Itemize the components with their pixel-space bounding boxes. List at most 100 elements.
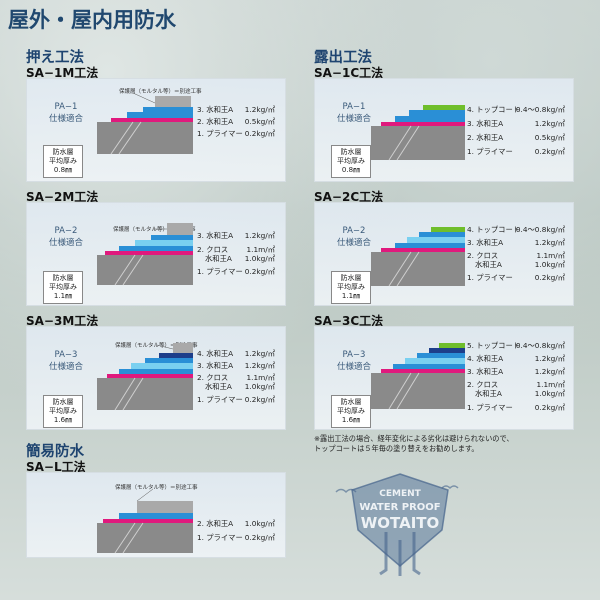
layer-value: 1.1m/㎡	[246, 245, 275, 254]
layer-label: 2. クロス	[467, 251, 499, 260]
layer-value: 0.2kg/㎡	[244, 395, 275, 404]
layer-diagram-sa2m	[97, 223, 193, 286]
layer-value: 1.0kg/㎡	[534, 389, 565, 398]
panel-sa3c: PA−3 仕様適合 防水層 平均厚み 1.6㎜ 5. トップコート 0.4〜0.8kg…	[314, 326, 574, 430]
layer-label: 2. クロス	[197, 373, 229, 382]
layer-value: 1.0kg/㎡	[534, 260, 565, 269]
layer-label: 1. プライマー	[197, 267, 243, 276]
logo-line-2: WATER PROOF	[359, 502, 440, 513]
layer-value: 1.2kg/㎡	[244, 231, 275, 240]
layer-label: 1. プライマー	[467, 147, 513, 156]
section-simple-title: 簡易防水	[26, 444, 84, 460]
layer-value: 0.2kg/㎡	[534, 273, 565, 282]
layer-diagram-sa1m	[97, 92, 193, 155]
layer-diagram-sa3c	[371, 343, 465, 410]
panel-sa3m: PA−3 仕様適合 防水層 平均厚み 1.6㎜ 保護層（モルタル等）＝別途工事 4. …	[26, 326, 286, 430]
mortar-note-sa1m: 保護層（モルタル等）＝別途工事	[119, 89, 202, 95]
spec-sa1c: PA−1 仕様適合	[336, 102, 371, 124]
layer-label: 3. 水和王A	[197, 231, 234, 240]
panel-sa2c: PA−2 仕様適合 防水層 平均厚み 1.1㎜ 4. トップコート 0.4〜0.8kg…	[314, 202, 574, 306]
layer-label: 2. クロス	[467, 380, 499, 389]
layer-value: 1.1m/㎡	[246, 373, 275, 382]
mortar-note-sal: 保護層（モルタル等）＝別途工事	[115, 485, 198, 491]
note-line-1: ※露出工法の場合、経年変化による劣化は避けられないので、	[314, 434, 514, 443]
layer-value: 1.2kg/㎡	[534, 367, 565, 376]
layer-label: 1. プライマー	[197, 533, 243, 542]
layer-diagram-sa2c	[371, 227, 465, 287]
layer-value: 0.2kg/㎡	[534, 403, 565, 412]
mortar-note-sa2m: 保護層（モルタル等）＝別途工事	[113, 227, 196, 233]
layer-label: 1. プライマー	[467, 273, 513, 282]
layer-label: 4. トップコート	[467, 225, 521, 234]
thickness-sa1c: 防水層 平均厚み 0.8㎜	[331, 145, 371, 178]
layer-value: 1.0kg/㎡	[244, 519, 275, 528]
layer-diagram-sa3m	[97, 343, 193, 411]
thickness-sa3c: 防水層 平均厚み 1.6㎜	[331, 395, 371, 428]
logo-line-3: WOTAITO	[361, 514, 440, 532]
panel-sa1c: PA−1 仕様適合 防水層 平均厚み 0.8㎜ 4. トップコート 0.4〜0.8kg…	[314, 78, 574, 182]
layer-label: 2. 水和王A	[197, 519, 234, 528]
layer-label: 2. 水和王A	[467, 133, 504, 142]
section-press-title: 押え工法	[26, 50, 84, 66]
layer-value: 0.4〜0.8kg/㎡	[515, 105, 565, 114]
panel-sal: 保護層（モルタル等）＝別途工事 2. 水和王A 1.0kg/㎡ 1. プライマー…	[26, 472, 286, 558]
panel-sa2m: PA−2 仕様適合 防水層 平均厚み 1.1㎜ 保護層（モルタル等）＝別途工事 3. …	[26, 202, 286, 306]
spec-sa3c: PA−3 仕様適合	[336, 350, 371, 372]
layer-value: 0.4〜0.8kg/㎡	[515, 225, 565, 234]
thickness-sa1m: 防水層 平均厚み 0.8㎜	[43, 145, 83, 178]
layer-label: 水和王A	[475, 260, 502, 269]
mortar-note-sa3m: 保護層（モルタル等）＝別途工事	[115, 343, 198, 349]
spec-sa2m: PA−2 仕様適合	[48, 226, 83, 248]
layer-label: 5. トップコート	[467, 341, 521, 350]
wotaito-logo: CEMENT WATER PROOF WOTAITO	[335, 473, 459, 576]
layer-value: 0.5kg/㎡	[244, 117, 275, 126]
title-sa1m: SA−1M工法	[26, 66, 99, 80]
thickness-sa3m: 防水層 平均厚み 1.6㎜	[43, 395, 83, 428]
title-sa2m: SA−2M工法	[26, 190, 99, 204]
layer-diagram-sa1c	[371, 105, 465, 161]
spec-sa1m: PA−1 仕様適合	[48, 102, 83, 124]
layer-value: 1.1m/㎡	[536, 251, 565, 260]
layer-value: 1.0kg/㎡	[244, 254, 275, 263]
section-exposed-title: 露出工法	[314, 50, 372, 66]
layer-value: 0.2kg/㎡	[244, 129, 275, 138]
page-title: 屋外・屋内用防水	[8, 7, 176, 32]
title-sa3m: SA−3M工法	[26, 314, 99, 328]
layer-label: 4. 水和王A	[467, 354, 504, 363]
layer-value: 1.2kg/㎡	[534, 238, 565, 247]
title-sa2c: SA−2C工法	[314, 190, 384, 204]
title-sal: SA−L工法	[26, 460, 86, 474]
layer-label: 4. 水和王A	[197, 349, 234, 358]
title-sa3c: SA−3C工法	[314, 314, 384, 328]
layer-label: 3. 水和王A	[467, 119, 504, 128]
layer-value: 0.2kg/㎡	[534, 147, 565, 156]
layer-value: 1.2kg/㎡	[534, 119, 565, 128]
layer-label: 3. 水和王A	[467, 367, 504, 376]
layer-value: 0.2kg/㎡	[244, 533, 275, 542]
layer-label: 3. 水和王A	[197, 105, 234, 114]
spec-sa3m: PA−3 仕様適合	[48, 350, 83, 372]
layer-value: 0.5kg/㎡	[534, 133, 565, 142]
spec-sa2c: PA−2 仕様適合	[336, 226, 371, 248]
layer-value: 1.2kg/㎡	[534, 354, 565, 363]
layer-value: 0.4〜0.8kg/㎡	[515, 341, 565, 350]
thickness-sa2c: 防水層 平均厚み 1.1㎜	[331, 271, 371, 304]
layer-label: 1. プライマー	[467, 403, 513, 412]
layer-label: 2. 水和王A	[197, 117, 234, 126]
layer-value: 1.2kg/㎡	[244, 361, 275, 370]
layer-label: 水和王A	[205, 254, 232, 263]
layer-label: 2. クロス	[197, 245, 229, 254]
layer-value: 1.1m/㎡	[536, 380, 565, 389]
layer-label: 1. プライマー	[197, 395, 243, 404]
title-sa1c: SA−1C工法	[314, 66, 384, 80]
logo-line-1: CEMENT	[379, 489, 421, 499]
layer-value: 0.2kg/㎡	[244, 267, 275, 276]
layer-label: 4. トップコート	[467, 105, 521, 114]
layer-value: 1.0kg/㎡	[244, 382, 275, 391]
layer-label: 水和王A	[205, 382, 232, 391]
note-line-2: トップコートは５年毎の塗り替えをお勧めします。	[314, 444, 479, 453]
layer-diagram-sal	[97, 488, 193, 554]
panel-sa1m: PA−1 仕様適合 防水層 平均厚み 0.8㎜ 保護層（モルタル等）＝別途工事 3. …	[26, 78, 286, 182]
layer-label: 1. プライマー	[197, 129, 243, 138]
thickness-sa2m: 防水層 平均厚み 1.1㎜	[43, 271, 83, 304]
